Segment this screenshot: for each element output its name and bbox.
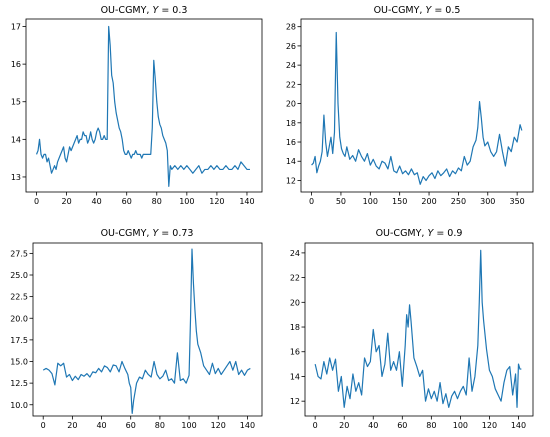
plot-frame-2: [300, 18, 534, 193]
chart-title-2: OU-CGMY, Y = 0.5: [374, 5, 461, 16]
series-line-1: [35, 25, 250, 187]
plot-frame-1: [25, 18, 263, 193]
chart-title-4: OU-CGMY, Y = 0.9: [376, 228, 463, 239]
x-tick-label: 40: [92, 197, 102, 206]
y-tick-label: 14: [290, 372, 300, 381]
y-tick-label: 27.5: [10, 249, 28, 258]
x-axis-1: 0 20 40 60 80 100 120 140: [34, 192, 255, 206]
y-tick-label: 12: [290, 397, 300, 406]
y-tick-label: 14: [286, 157, 296, 166]
y-tick-label: 20.0: [10, 314, 28, 323]
x-tick-label: 0: [34, 197, 39, 206]
series-line-3: [42, 248, 251, 414]
x-tick-label: 80: [152, 197, 162, 206]
y-tick-label: 22: [290, 274, 300, 283]
y-tick-label: 16: [11, 60, 21, 69]
series-line-4: [314, 249, 522, 408]
y-tick-label: 17.5: [10, 336, 28, 345]
chart-panel-1: OU-CGMY, Y = 0.3 0 20 40 60 80 100 120 140 13 14…: [11, 5, 263, 206]
x-tick-label: 60: [397, 421, 407, 430]
y-tick-label: 12: [286, 176, 296, 185]
x-tick-label: 200: [421, 197, 436, 206]
x-tick-label: 0: [309, 197, 314, 206]
y-tick-label: 18: [290, 323, 300, 332]
x-tick-label: 300: [480, 197, 495, 206]
x-tick-label: 0: [313, 421, 318, 430]
x-tick-label: 100: [453, 421, 468, 430]
x-tick-label: 140: [240, 421, 255, 430]
y-tick-label: 22.5: [10, 293, 28, 302]
y-tick-label: 26: [286, 42, 296, 51]
x-tick-label: 150: [392, 197, 407, 206]
x-tick-label: 20: [339, 421, 349, 430]
x-tick-label: 80: [155, 421, 165, 430]
x-axis-3: 0 20 40 60 80 100 120 140: [41, 416, 255, 430]
y-axis-4: 12 14 16 18 20 22 24: [290, 249, 305, 406]
y-tick-label: 16: [286, 138, 296, 147]
chart-title-1: OU-CGMY, Y = 0.3: [101, 5, 188, 16]
y-tick-label: 24: [290, 249, 300, 258]
plot-frame-4: [304, 242, 534, 417]
y-tick-label: 22: [286, 80, 296, 89]
y-axis-3: 10.0 12.5 15.0 17.5 20.0 22.5 25.0 27.5: [10, 249, 33, 410]
x-tick-label: 50: [336, 197, 346, 206]
y-tick-label: 18: [286, 119, 296, 128]
x-tick-label: 120: [209, 197, 224, 206]
x-tick-label: 140: [511, 421, 526, 430]
x-tick-label: 120: [211, 421, 226, 430]
y-tick-label: 17: [11, 23, 21, 32]
x-tick-label: 20: [61, 197, 71, 206]
x-tick-label: 60: [122, 197, 132, 206]
plot-frame-3: [32, 242, 263, 417]
x-tick-label: 100: [179, 197, 194, 206]
x-axis-4: 0 20 40 60 80 100 120 140: [313, 416, 526, 430]
y-tick-label: 16: [290, 348, 300, 357]
x-tick-label: 40: [96, 421, 106, 430]
x-tick-label: 100: [181, 421, 196, 430]
y-tick-label: 10.0: [10, 401, 28, 410]
x-tick-label: 100: [363, 197, 378, 206]
x-tick-label: 20: [67, 421, 77, 430]
y-tick-label: 28: [286, 23, 296, 32]
x-tick-label: 0: [41, 421, 46, 430]
x-axis-2: 0 50 100 150 200 250 300 350: [309, 192, 525, 206]
x-tick-label: 350: [510, 197, 525, 206]
chart-title-3: OU-CGMY, Y = 0.73: [101, 228, 194, 239]
y-tick-label: 25.0: [10, 271, 28, 280]
y-tick-label: 14: [11, 135, 21, 144]
chart-panel-4: OU-CGMY, Y = 0.9 0 20 40 60 80 100 120 140 12 14…: [290, 228, 534, 430]
series-line-2: [311, 31, 523, 185]
y-tick-label: 15: [11, 98, 21, 107]
y-axis-2: 12 14 16 18 20 22 24 26 28: [286, 23, 301, 185]
y-tick-label: 12.5: [10, 379, 28, 388]
chart-panel-2: OU-CGMY, Y = 0.5 0 50 100 150 200 250 300 350 1…: [286, 5, 534, 206]
y-tick-label: 15.0: [10, 358, 28, 367]
chart-panel-3: OU-CGMY, Y = 0.73 0 20 40 60 80 100 120 140 10.…: [10, 228, 263, 430]
y-tick-label: 24: [286, 61, 296, 70]
y-tick-label: 13: [11, 173, 21, 182]
y-axis-1: 13 14 15 16 17: [11, 23, 26, 182]
x-tick-label: 40: [368, 421, 378, 430]
x-tick-label: 80: [426, 421, 436, 430]
x-tick-label: 120: [482, 421, 497, 430]
y-tick-label: 20: [290, 298, 300, 307]
y-tick-label: 20: [286, 100, 296, 109]
x-tick-label: 60: [126, 421, 136, 430]
x-tick-label: 140: [239, 197, 254, 206]
x-tick-label: 250: [451, 197, 466, 206]
